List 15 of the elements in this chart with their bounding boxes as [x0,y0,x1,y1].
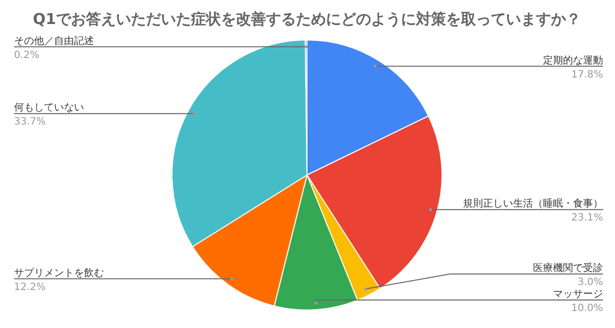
slice-label: 医療機関で受診 [533,262,603,274]
chart-title: Q1でお答えいただいた症状を改善するためにどのように対策を取っていますか？ [32,10,582,28]
data-label: 3.0% [578,277,603,288]
data-label: 0.2% [14,50,40,61]
data-label: 23.1% [571,212,603,224]
data-label: 33.7% [14,116,46,128]
slice-label: 何もしていない [14,102,84,114]
data-label: 12.2% [14,282,46,293]
slice-label: サプリメントを飲む [14,266,104,279]
slice-label: その他／自由記述 [14,34,94,47]
slice-label: マッサージ [553,289,603,300]
slice-label: 定期的な運動 [543,54,603,66]
data-label: 10.0% [571,303,603,314]
data-label: 17.8% [571,69,603,80]
slice-label: 規則正しい生活（睡眠・食事） [463,198,603,210]
